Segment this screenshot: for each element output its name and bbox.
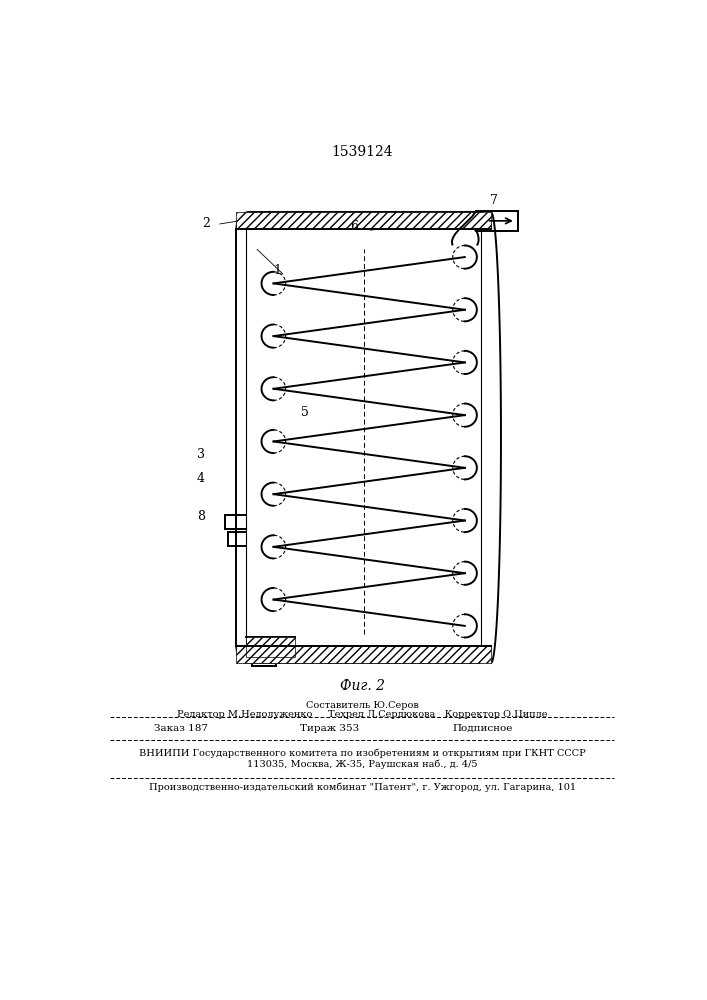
Text: 6: 6	[350, 220, 358, 233]
Text: Производственно-издательский комбинат "Патент", г. Ужгород, ул. Гагарина, 101: Производственно-издательский комбинат "П…	[148, 783, 576, 792]
Bar	[246, 637, 296, 657]
Text: 2: 2	[202, 217, 210, 230]
Bar	[236, 212, 491, 229]
Text: 8: 8	[197, 510, 205, 523]
Text: 1539124: 1539124	[332, 145, 393, 159]
Text: 4: 4	[197, 472, 205, 485]
Bar	[236, 646, 491, 663]
Text: Фиг. 2: Фиг. 2	[340, 679, 385, 693]
Text: 113035, Москва, Ж-35, Раушская наб., д. 4/5: 113035, Москва, Ж-35, Раушская наб., д. …	[247, 760, 478, 769]
Text: Редактор М.Недолуженко     Техред Л.Сердюкова   Корректор О.Ципле: Редактор М.Недолуженко Техред Л.Сердюков…	[177, 710, 548, 719]
Text: Заказ 187: Заказ 187	[154, 724, 208, 733]
Text: ВНИИПИ Государственного комитета по изобретениям и открытиям при ГКНТ СССР: ВНИИПИ Государственного комитета по изоб…	[139, 748, 585, 758]
Text: 7: 7	[490, 194, 498, 207]
Text: Подписное: Подписное	[452, 724, 513, 733]
Text: 3: 3	[197, 448, 205, 461]
Text: Тираж 353: Тираж 353	[300, 724, 359, 733]
Text: 1: 1	[274, 264, 281, 277]
Text: 5: 5	[301, 406, 309, 419]
Text: Составитель Ю.Серов: Составитель Ю.Серов	[306, 701, 419, 710]
